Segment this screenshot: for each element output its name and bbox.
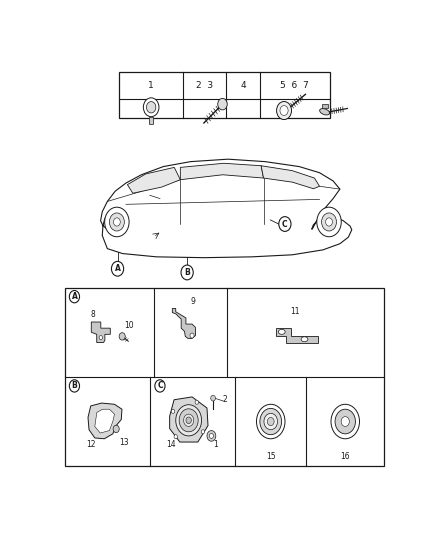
Circle shape	[113, 218, 120, 226]
Circle shape	[105, 207, 129, 237]
Circle shape	[195, 400, 198, 405]
Polygon shape	[91, 322, 110, 343]
Circle shape	[331, 405, 360, 439]
Ellipse shape	[279, 329, 285, 334]
Circle shape	[184, 414, 194, 426]
Bar	[55, 126, 394, 281]
Text: 11: 11	[290, 307, 300, 316]
Text: 2: 2	[223, 395, 227, 404]
Text: 14: 14	[166, 440, 176, 449]
Circle shape	[321, 213, 336, 231]
Text: 12: 12	[87, 440, 96, 449]
Circle shape	[146, 102, 156, 113]
Polygon shape	[276, 328, 318, 343]
Circle shape	[99, 336, 102, 340]
Circle shape	[317, 207, 341, 237]
Text: B: B	[184, 268, 190, 277]
Circle shape	[143, 98, 159, 117]
Circle shape	[190, 333, 194, 338]
Text: 13: 13	[120, 438, 129, 447]
Ellipse shape	[301, 337, 308, 342]
Circle shape	[110, 213, 124, 231]
Text: C: C	[157, 382, 163, 391]
Polygon shape	[101, 159, 352, 257]
Text: 1: 1	[148, 81, 154, 90]
Circle shape	[276, 101, 292, 119]
Polygon shape	[170, 397, 208, 442]
Bar	[119, 72, 330, 118]
Polygon shape	[88, 403, 122, 439]
Circle shape	[325, 218, 332, 226]
Circle shape	[171, 409, 175, 413]
Text: A: A	[115, 264, 120, 273]
Circle shape	[69, 380, 80, 392]
Text: 4: 4	[240, 81, 246, 90]
Polygon shape	[172, 309, 195, 338]
Circle shape	[267, 417, 274, 426]
Polygon shape	[180, 163, 264, 180]
Circle shape	[186, 417, 191, 424]
Text: 1: 1	[213, 440, 218, 449]
Circle shape	[119, 333, 125, 340]
Circle shape	[69, 290, 80, 303]
Polygon shape	[261, 166, 320, 189]
Text: B: B	[71, 382, 78, 391]
Circle shape	[335, 409, 355, 434]
Circle shape	[201, 430, 205, 434]
Text: 15: 15	[266, 452, 276, 461]
Bar	[321, 103, 328, 109]
Text: 8: 8	[91, 310, 95, 319]
Circle shape	[279, 216, 291, 231]
Circle shape	[179, 409, 198, 432]
Circle shape	[257, 405, 285, 439]
Polygon shape	[95, 409, 114, 433]
Text: A: A	[71, 292, 78, 301]
Circle shape	[264, 413, 278, 430]
Circle shape	[341, 417, 350, 426]
Circle shape	[174, 435, 177, 439]
Circle shape	[113, 425, 119, 433]
Text: 10: 10	[124, 321, 134, 330]
Circle shape	[218, 99, 227, 110]
Bar	[65, 288, 384, 466]
Circle shape	[176, 405, 201, 436]
Circle shape	[260, 408, 282, 435]
Circle shape	[209, 433, 213, 438]
Polygon shape	[127, 167, 180, 193]
Circle shape	[211, 395, 215, 401]
Circle shape	[155, 380, 165, 392]
Circle shape	[111, 261, 124, 276]
Text: 5  6  7: 5 6 7	[280, 81, 309, 90]
Circle shape	[181, 265, 193, 280]
Text: 2  3: 2 3	[196, 81, 213, 90]
Text: 16: 16	[340, 452, 350, 461]
Circle shape	[207, 431, 216, 441]
Circle shape	[280, 106, 288, 116]
Bar	[149, 117, 153, 124]
Text: C: C	[282, 220, 288, 229]
Text: 9: 9	[191, 297, 195, 306]
Ellipse shape	[320, 109, 329, 115]
